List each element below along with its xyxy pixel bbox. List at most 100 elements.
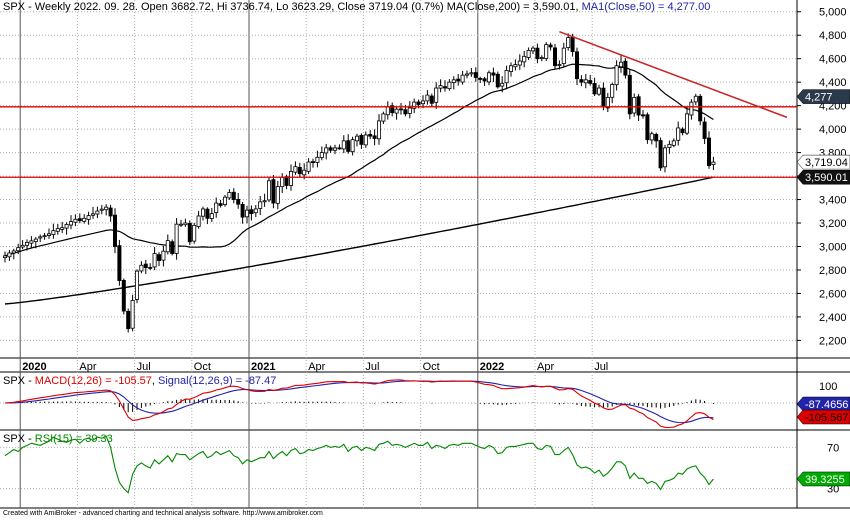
candle-body <box>284 176 289 186</box>
candle-body <box>55 228 60 232</box>
candle-body <box>390 105 395 114</box>
candle-body <box>482 78 487 82</box>
candle-body <box>91 213 96 216</box>
candle-body <box>293 166 298 173</box>
candle-body <box>385 106 390 116</box>
candle-body <box>381 113 386 122</box>
candle-body <box>442 86 447 89</box>
candle-body <box>139 264 144 272</box>
downtrend-line <box>559 30 788 119</box>
candle-body <box>667 143 672 148</box>
candle-body <box>434 87 439 103</box>
x-tick-label: Jul <box>365 361 379 373</box>
candle-body <box>328 147 333 151</box>
price-tick-label: 4,000 <box>819 124 847 136</box>
candle-body <box>447 81 452 90</box>
candle-body <box>610 84 615 98</box>
candle-body <box>394 108 399 114</box>
candle-body <box>104 206 109 211</box>
candle-body <box>240 204 245 218</box>
candle-body <box>332 147 337 151</box>
macd-value-tag-box <box>796 409 850 425</box>
rsi-pane-title: SPX - RSI(15) = 39.33 <box>3 433 113 445</box>
candle-body <box>614 65 619 86</box>
price-title-symbol: SPX <box>3 1 26 13</box>
price-title-ma1: MA1(Close,50) = 4,277.00 <box>581 1 711 13</box>
candle-body <box>341 140 346 150</box>
macd-title-macd: MACD(12,26) = -105.57 <box>34 375 152 387</box>
candle-body <box>51 230 56 235</box>
candle-body <box>544 44 549 59</box>
candle-body <box>214 202 219 214</box>
candle-body <box>24 241 29 246</box>
rsi-value-tag-text: 39.3255 <box>805 474 845 486</box>
candle-body <box>95 210 100 215</box>
candle-body <box>491 72 496 76</box>
candle-body <box>130 300 135 329</box>
ma200-value-tag-text: 3,590.01 <box>805 172 848 184</box>
candle-body <box>557 64 562 66</box>
candle-body <box>478 78 483 80</box>
candle-body <box>148 267 153 269</box>
price-tick-label: 3,200 <box>819 218 847 230</box>
candle-body <box>222 196 227 205</box>
candle-body <box>711 161 716 166</box>
macd-title-signal: Signal(12,26,9) = -87.47 <box>158 375 277 387</box>
candle-body <box>3 255 8 259</box>
candle-body <box>196 215 201 227</box>
candle-body <box>134 270 139 300</box>
candle-body <box>531 47 536 52</box>
ma200-value-tag: 3,590.01 <box>796 169 850 185</box>
price-value-tag: 3,719.04 <box>796 154 850 170</box>
candle-body <box>60 227 65 230</box>
candle-body <box>619 61 624 68</box>
candle-body <box>29 240 34 244</box>
x-tick-label: Apr <box>79 361 96 373</box>
candle-body <box>161 250 166 261</box>
macd-line <box>4 379 714 429</box>
macd-tick-label: 100 <box>819 381 837 393</box>
candle-body <box>354 135 359 142</box>
x-tick-label: 2020 <box>22 361 46 373</box>
candle-body <box>253 208 258 214</box>
candle-body <box>306 161 311 172</box>
candle-body <box>77 218 82 222</box>
candle-body <box>192 224 197 242</box>
ma50-value-tag-box <box>796 89 850 104</box>
candle-body <box>117 245 122 281</box>
candle-body <box>658 140 663 169</box>
candle-body <box>183 222 188 226</box>
candle-body <box>575 51 580 80</box>
candle-body <box>495 73 500 88</box>
x-tick-label: 2021 <box>251 361 275 373</box>
candle-body <box>200 208 205 217</box>
rsi-title-symbol: SPX <box>3 433 26 445</box>
candle-body <box>592 83 597 95</box>
ma50-line <box>4 63 714 257</box>
macd-signal-tag-box <box>796 396 850 412</box>
candle-body <box>113 214 118 247</box>
candle-body <box>403 109 408 115</box>
candle-body <box>663 147 668 168</box>
candle-body <box>689 101 694 116</box>
candle-body <box>535 47 540 60</box>
rsi-title-rsi: RSI(15) = 39.33 <box>34 433 113 445</box>
footer-credit: Created with AmiBroker - advanced charti… <box>3 510 323 517</box>
candle-body <box>500 82 505 87</box>
candle-body <box>566 37 571 48</box>
candle-body <box>363 134 368 146</box>
candle-body <box>539 57 544 59</box>
x-tick-label: 2022 <box>480 361 504 373</box>
candle-body <box>469 72 474 75</box>
price-value-tag-text: 3,719.04 <box>805 157 848 169</box>
candle-body <box>33 238 38 243</box>
candle-body <box>601 87 606 108</box>
candle-body <box>412 101 417 109</box>
candle-body <box>588 80 593 84</box>
x-tick-label: Oct <box>423 361 440 373</box>
candle-body <box>504 70 509 84</box>
candle-body <box>121 280 126 312</box>
x-tick-label: Apr <box>537 361 554 373</box>
